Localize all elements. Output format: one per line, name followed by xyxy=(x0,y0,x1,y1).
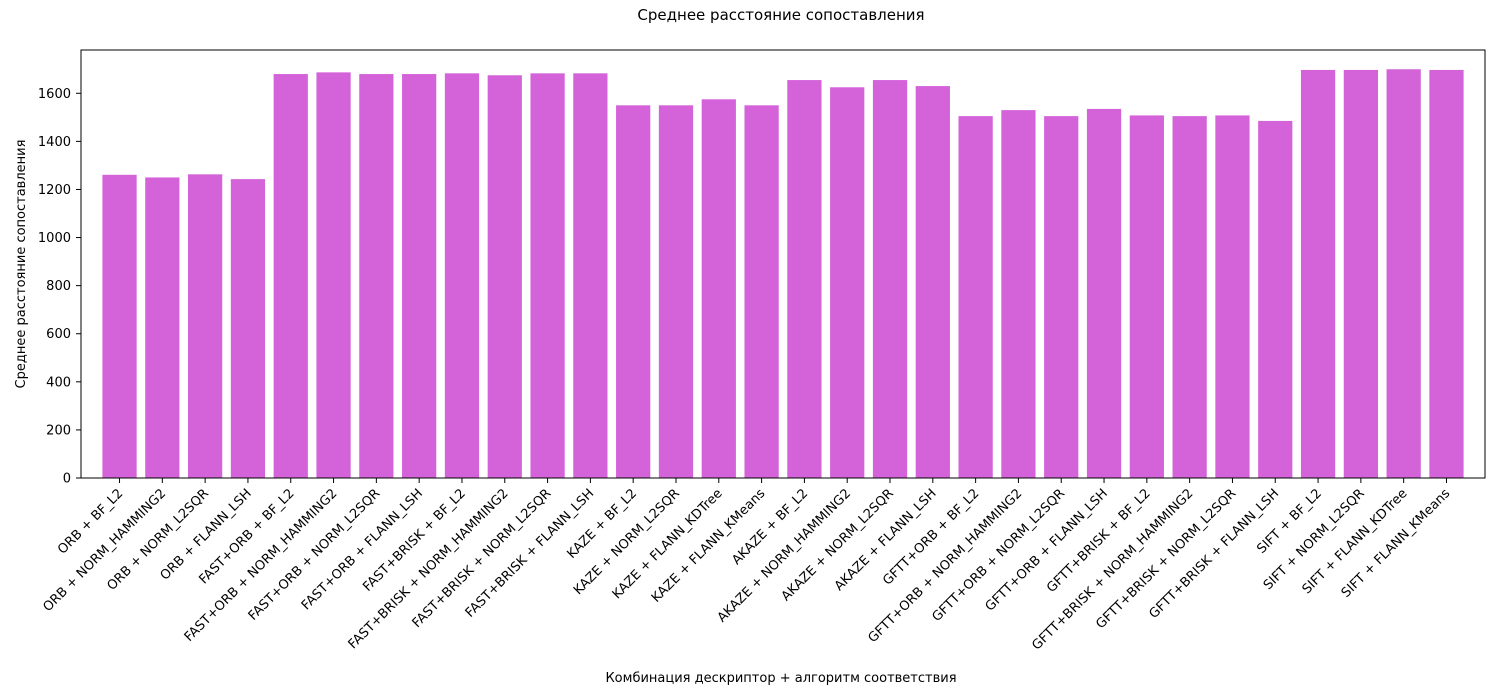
bar xyxy=(273,74,308,478)
bar xyxy=(145,177,180,478)
bar xyxy=(573,73,608,478)
bar xyxy=(1044,116,1079,478)
y-tick-label: 1400 xyxy=(38,135,71,150)
bar xyxy=(830,87,865,479)
y-tick-label: 0 xyxy=(63,472,71,487)
bar xyxy=(1300,69,1336,478)
bar xyxy=(701,99,736,478)
bar xyxy=(1172,116,1207,478)
y-axis-label: Среднее расстояние сопоставления xyxy=(14,140,29,389)
bar xyxy=(1215,115,1250,478)
bar xyxy=(487,75,522,478)
x-tick-label: GFTT+ORB + NORM_HAMMING2 xyxy=(866,486,1026,646)
y-tick-label: 200 xyxy=(46,423,71,438)
y-tick-label: 1600 xyxy=(38,87,71,102)
bar xyxy=(530,73,565,478)
x-tick-label: AKAZE + BF_L2 xyxy=(729,486,811,568)
bar xyxy=(744,105,779,478)
bar xyxy=(102,174,137,478)
bars-layer xyxy=(102,69,1464,479)
y-axis-ticks: 0 200 400 600 800 1000 1200 1400 1600 xyxy=(38,87,81,487)
chart-title: Среднее расстояние сопоставления xyxy=(637,6,924,24)
bar xyxy=(1001,110,1036,478)
plot-area-frame xyxy=(80,49,1486,479)
x-axis-label: Комбинация дескриптор + алгоритм соответ… xyxy=(605,671,956,686)
bar xyxy=(1086,108,1122,479)
y-tick-label: 800 xyxy=(46,279,71,294)
bar xyxy=(658,105,694,478)
x-tick-label: FAST+ORB + NORM_HAMMING2 xyxy=(182,486,341,645)
bar xyxy=(1129,115,1164,478)
bar xyxy=(958,116,993,478)
bar xyxy=(1343,69,1378,478)
x-tick-label: GFTT+BRISK + NORM_HAMMING2 xyxy=(1029,486,1196,653)
bar xyxy=(872,80,908,478)
bar xyxy=(787,80,822,478)
bar xyxy=(188,174,223,478)
y-tick-label: 1000 xyxy=(38,231,71,246)
bar xyxy=(402,74,437,478)
y-tick-label: 600 xyxy=(46,327,71,342)
bar xyxy=(230,179,266,479)
bar xyxy=(1386,69,1421,478)
bar xyxy=(616,105,651,478)
bar xyxy=(1258,120,1293,478)
bar xyxy=(1429,69,1464,478)
y-tick-label: 1200 xyxy=(38,183,71,198)
y-tick-label: 400 xyxy=(46,375,71,390)
x-tick-label: FAST+BRISK + NORM_HAMMING2 xyxy=(346,486,512,652)
bar xyxy=(444,73,480,478)
bar xyxy=(359,74,394,478)
bar xyxy=(915,86,950,478)
bar xyxy=(316,72,351,478)
